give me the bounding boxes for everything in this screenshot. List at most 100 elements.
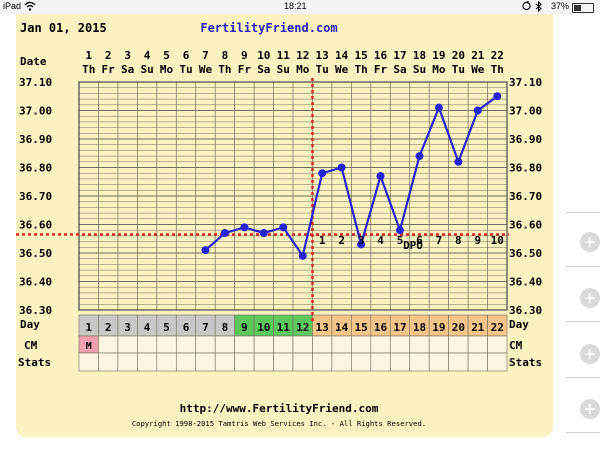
- temperature-line: [204, 95, 498, 259]
- cm-cell[interactable]: [292, 335, 313, 354]
- dpo-number: 9: [475, 234, 482, 247]
- add-icon[interactable]: [580, 288, 600, 308]
- temperature-point[interactable]: [376, 172, 385, 181]
- cycle-day-label: 17: [393, 321, 406, 334]
- cm-cell[interactable]: [214, 335, 235, 354]
- temp-tick-right: 37.10: [509, 76, 542, 89]
- date-number: 3: [124, 49, 131, 62]
- cm-cell[interactable]: [331, 335, 352, 354]
- weekday-label: We: [471, 63, 485, 76]
- cycle-day-label: 19: [432, 321, 445, 334]
- date-number: 13: [316, 49, 329, 62]
- stats-cell: [370, 352, 391, 372]
- weekday-label: Fr: [238, 63, 252, 76]
- weekday-label: Mo: [160, 63, 174, 76]
- temperature-point[interactable]: [279, 223, 288, 232]
- temperature-point[interactable]: [298, 251, 307, 260]
- temperature-axis: 37.10 37.10 37.00 37.00 36.90 36.90 36.80 36.80…: [19, 76, 542, 317]
- cycle-day-label: 15: [354, 321, 367, 334]
- stats-cell: [467, 352, 488, 372]
- footer-url[interactable]: http://www.FertilityFriend.com: [180, 402, 379, 415]
- temp-tick-right: 36.30: [509, 304, 542, 317]
- temp-tick-left: 37.00: [19, 105, 52, 118]
- cm-cell[interactable]: [448, 335, 469, 354]
- weekday-label: Tu: [316, 63, 329, 76]
- cycle-day-label: 14: [335, 321, 349, 334]
- weekday-label: Fr: [374, 63, 388, 76]
- cm-cell[interactable]: [409, 335, 430, 354]
- date-number: 1: [85, 49, 92, 62]
- cycle-day-label: 16: [374, 321, 388, 334]
- stats-cell: [156, 352, 177, 372]
- cm-cell[interactable]: [195, 335, 216, 354]
- stats-cell: [428, 352, 449, 372]
- stats-cell: [175, 352, 197, 372]
- date-number: 8: [222, 49, 229, 62]
- temperature-point[interactable]: [337, 163, 346, 172]
- temperature-point[interactable]: [220, 229, 229, 238]
- cm-cell[interactable]: [312, 335, 333, 354]
- add-icon[interactable]: [580, 232, 600, 252]
- add-icon[interactable]: [580, 344, 600, 364]
- weekday-label: Sa: [393, 63, 406, 76]
- cm-value: M: [86, 341, 92, 352]
- device-name: iPad: [3, 1, 22, 11]
- bluetooth-icon: [535, 0, 542, 14]
- cm-cell[interactable]: [234, 335, 255, 354]
- temperature-point[interactable]: [357, 240, 366, 249]
- temp-tick-left: 37.10: [19, 76, 52, 89]
- cm-cell[interactable]: [156, 335, 177, 354]
- day-row-label-right: Day: [509, 318, 529, 331]
- battery-fill: [574, 5, 581, 11]
- dpo-number: 6: [416, 234, 423, 247]
- dpo-number: 1: [319, 234, 326, 247]
- temperature-point[interactable]: [493, 92, 502, 101]
- stats-cell: [137, 352, 158, 372]
- temp-tick-right: 36.80: [509, 162, 542, 175]
- cm-cell[interactable]: [351, 335, 372, 354]
- cm-cell[interactable]: [370, 335, 391, 354]
- date-number: 21: [471, 49, 485, 62]
- temperature-point[interactable]: [201, 246, 210, 255]
- temperature-point[interactable]: [396, 226, 404, 235]
- weekday-label: Th: [491, 63, 504, 76]
- cm-cell[interactable]: [389, 335, 411, 354]
- temp-tick-left: 36.60: [19, 219, 52, 232]
- dpo-label: DPO: [403, 239, 423, 252]
- weekday-label: Su: [140, 63, 153, 76]
- chart-site-title: FertilityFriend.com: [200, 21, 337, 35]
- cycle-day-label: 20: [452, 321, 465, 334]
- temperature-point[interactable]: [318, 169, 327, 178]
- temp-tick-right: 36.50: [509, 247, 542, 260]
- cm-cell[interactable]: [467, 335, 488, 354]
- temperature-point[interactable]: [454, 157, 463, 166]
- temperature-point[interactable]: [240, 223, 249, 232]
- cm-cell[interactable]: [428, 335, 449, 354]
- dpo-number: 3: [358, 234, 365, 247]
- temp-tick-left: 36.40: [19, 276, 52, 289]
- date-number: 2: [105, 49, 112, 62]
- cycle-day-label: 2: [105, 321, 112, 334]
- temperature-point[interactable]: [259, 229, 268, 238]
- date-row-label: Date: [20, 55, 47, 68]
- stats-row-label-left: Stats: [18, 356, 51, 369]
- cm-cell[interactable]: [487, 335, 508, 354]
- cm-cell[interactable]: [175, 335, 197, 354]
- add-icon[interactable]: [580, 399, 600, 419]
- cm-cell[interactable]: [98, 335, 119, 354]
- cm-cell[interactable]: [137, 335, 158, 354]
- date-number: 17: [393, 49, 406, 62]
- day-row-label-left: Day: [20, 318, 40, 331]
- cm-cell[interactable]: [253, 335, 274, 354]
- cm-cell[interactable]: [117, 335, 138, 354]
- stats-cell: [117, 352, 138, 372]
- cm-cell[interactable]: [273, 335, 294, 354]
- cycle-day-label: 5: [163, 321, 170, 334]
- dpo-number: 5: [397, 234, 404, 247]
- cycle-day-label: 6: [183, 321, 190, 334]
- temperature-point[interactable]: [473, 106, 482, 115]
- cycle-day-label: 22: [491, 321, 504, 334]
- temperature-point[interactable]: [415, 152, 424, 161]
- temperature-point[interactable]: [434, 103, 443, 112]
- temp-tick-right: 36.90: [509, 133, 542, 146]
